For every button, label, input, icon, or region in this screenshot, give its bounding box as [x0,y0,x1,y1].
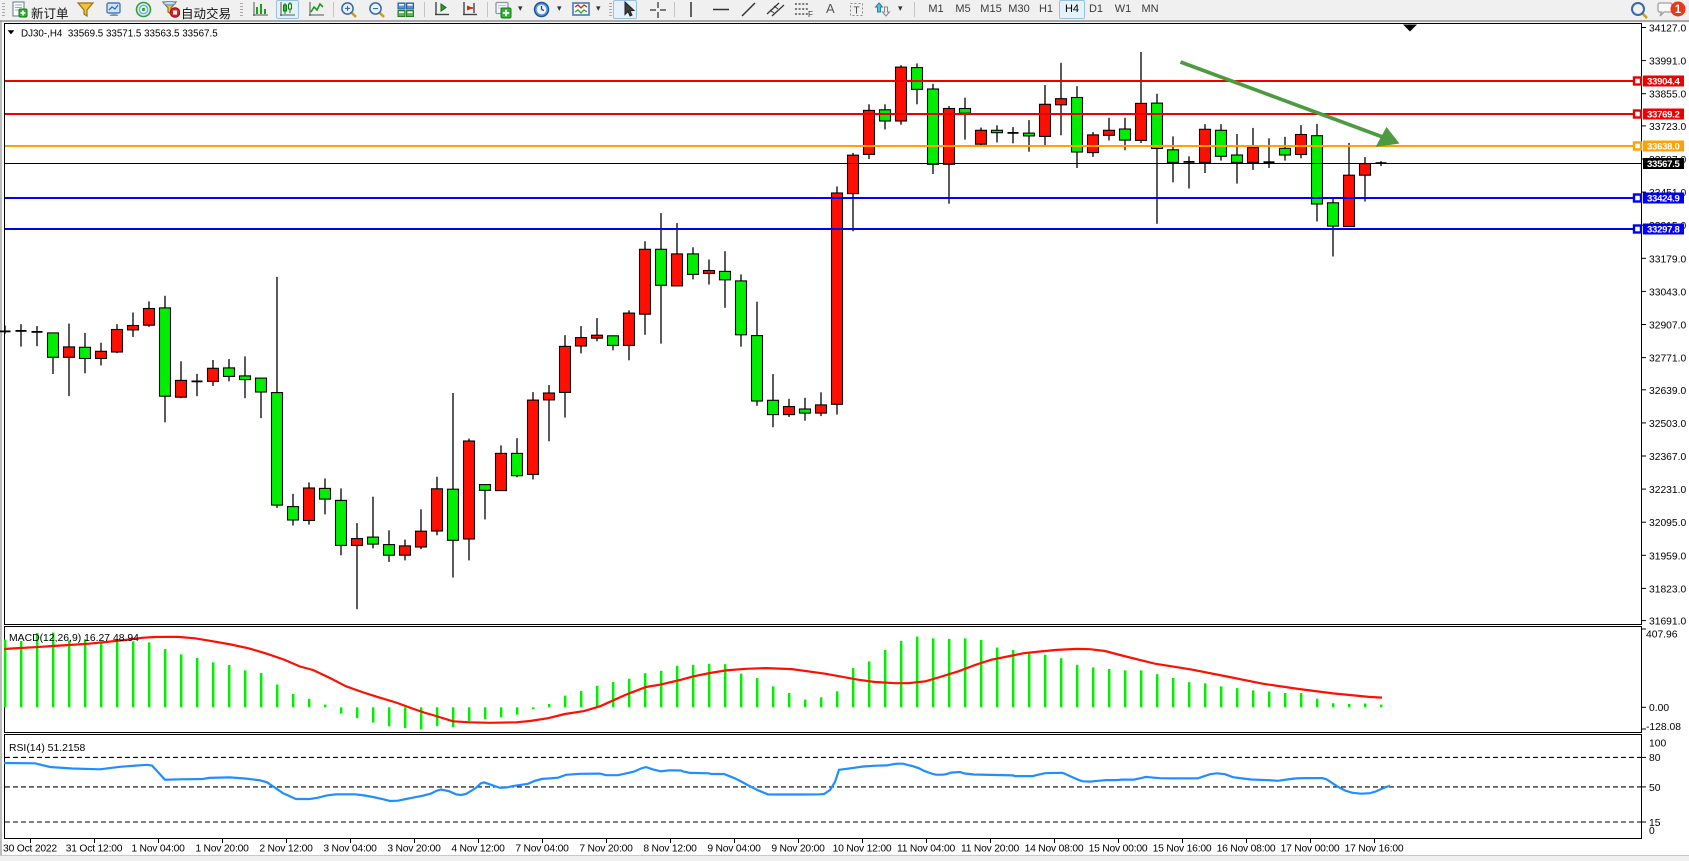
svg-text:33723.0: 33723.0 [1649,122,1686,133]
svg-text:15 Nov 00:00: 15 Nov 00:00 [1089,844,1148,855]
svg-text:33638.0: 33638.0 [1647,142,1680,153]
svg-text:33424.9: 33424.9 [1647,194,1680,205]
svg-text:32503.0: 32503.0 [1649,419,1686,430]
svg-text:3 Nov 20:00: 3 Nov 20:00 [387,844,441,855]
svg-text:DJ30-,H4 33569.5 33571.5 3356: DJ30-,H4 33569.5 33571.5 33563.5 33567.5 [21,28,218,39]
svg-text:17 Nov 00:00: 17 Nov 00:00 [1281,844,1340,855]
svg-text:33043.0: 33043.0 [1649,287,1686,298]
svg-text:33567.5: 33567.5 [1647,159,1681,170]
svg-text:33855.0: 33855.0 [1649,90,1686,101]
svg-text:407.96: 407.96 [1646,630,1678,641]
svg-text:31691.0: 31691.0 [1649,617,1686,628]
svg-text:100: 100 [1649,739,1666,750]
svg-text:9 Nov 20:00: 9 Nov 20:00 [771,844,825,855]
svg-text:0: 0 [1649,826,1655,837]
svg-text:0.00: 0.00 [1649,703,1669,714]
svg-text:1: 1 [1675,4,1682,16]
svg-text:17 Nov 16:00: 17 Nov 16:00 [1345,844,1404,855]
svg-text:3 Nov 04:00: 3 Nov 04:00 [323,844,377,855]
svg-text:34127.0: 34127.0 [1649,24,1686,35]
svg-text:33769.2: 33769.2 [1647,110,1680,121]
svg-text:14 Nov 08:00: 14 Nov 08:00 [1025,844,1084,855]
svg-text:F: F [808,10,813,18]
svg-text:31823.0: 31823.0 [1649,584,1686,595]
svg-text:31 Oct 12:00: 31 Oct 12:00 [66,844,123,855]
svg-text:RSI(14) 51.2158: RSI(14) 51.2158 [9,743,85,754]
svg-text:33179.0: 33179.0 [1649,254,1686,265]
svg-text:−: − [373,4,379,15]
svg-text:7 Nov 04:00: 7 Nov 04:00 [515,844,569,855]
svg-text:15: 15 [1649,818,1661,829]
svg-text:8 Nov 12:00: 8 Nov 12:00 [643,844,697,855]
svg-text:32095.0: 32095.0 [1649,518,1686,529]
svg-text:-128.08: -128.08 [1646,722,1681,733]
svg-text:32771.0: 32771.0 [1649,354,1686,365]
svg-text:11 Nov 20:00: 11 Nov 20:00 [961,844,1020,855]
svg-text:32907.0: 32907.0 [1649,321,1686,332]
svg-text:50: 50 [1649,783,1661,794]
svg-text:2 Nov 12:00: 2 Nov 12:00 [259,844,313,855]
svg-text:33297.8: 33297.8 [1647,225,1681,236]
svg-text:1 Nov 04:00: 1 Nov 04:00 [131,844,185,855]
svg-text:33904.4: 33904.4 [1647,77,1681,88]
svg-text:9 Nov 04:00: 9 Nov 04:00 [707,844,761,855]
svg-text:4 Nov 12:00: 4 Nov 12:00 [451,844,505,855]
svg-text:MACD(12,26,9) 16.27 48.94: MACD(12,26,9) 16.27 48.94 [9,633,139,644]
svg-text:30 Oct 2022: 30 Oct 2022 [3,844,57,855]
svg-text:11 Nov 04:00: 11 Nov 04:00 [897,844,956,855]
svg-text:31959.0: 31959.0 [1649,551,1686,562]
svg-text:7 Nov 20:00: 7 Nov 20:00 [579,844,633,855]
svg-text:T: T [853,6,859,17]
svg-text:+: + [345,4,351,15]
svg-text:10 Nov 12:00: 10 Nov 12:00 [833,844,892,855]
svg-text:80: 80 [1649,753,1661,764]
svg-text:16 Nov 08:00: 16 Nov 08:00 [1217,844,1276,855]
svg-text:15 Nov 16:00: 15 Nov 16:00 [1153,844,1212,855]
svg-text:33991.0: 33991.0 [1649,57,1686,68]
svg-text:32639.0: 32639.0 [1649,386,1686,397]
svg-text:1 Nov 20:00: 1 Nov 20:00 [195,844,249,855]
svg-text:32231.0: 32231.0 [1649,485,1686,496]
svg-text:32367.0: 32367.0 [1649,452,1686,463]
